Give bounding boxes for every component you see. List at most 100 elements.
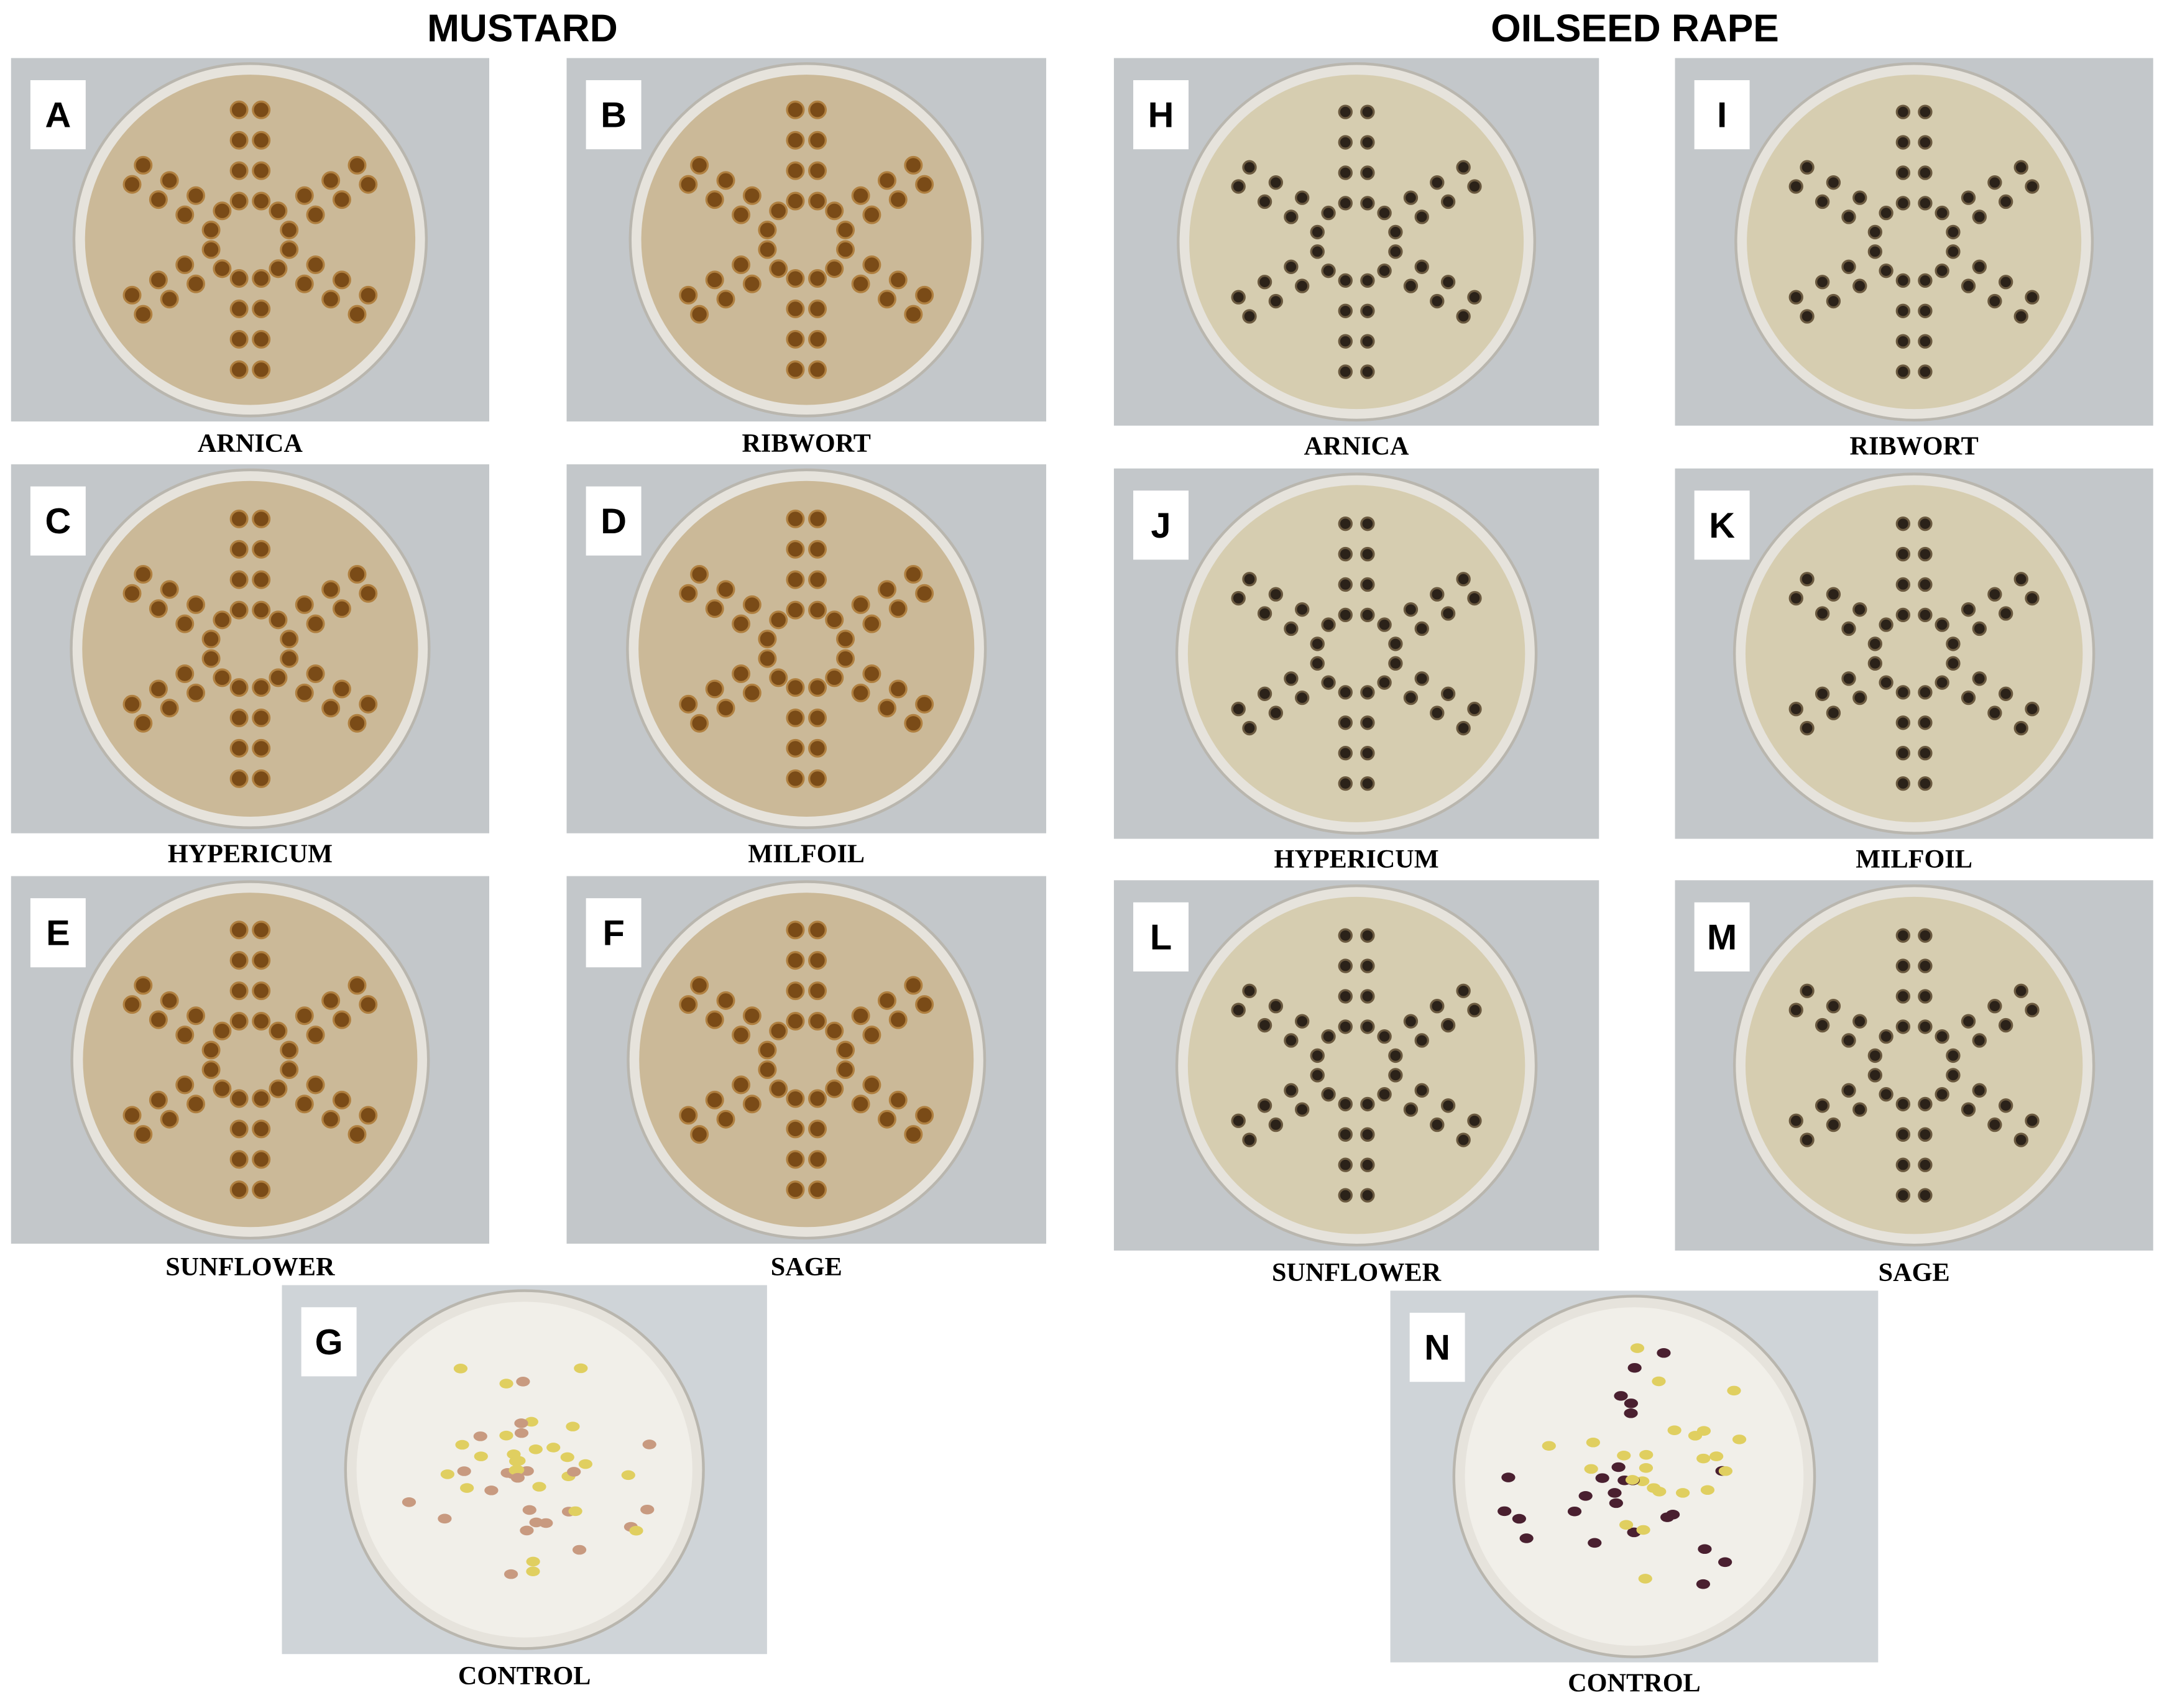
seed xyxy=(1295,1102,1310,1117)
seed xyxy=(252,769,271,788)
seed xyxy=(1918,685,1933,700)
seed xyxy=(732,1075,751,1095)
sprout xyxy=(1696,1579,1710,1589)
sprout xyxy=(1698,1544,1712,1554)
seed xyxy=(1841,209,1856,224)
panel: D xyxy=(566,464,1046,833)
panel-letter: K xyxy=(1709,506,1735,546)
seed xyxy=(252,269,271,288)
sprout xyxy=(504,1569,518,1579)
seed xyxy=(213,668,232,687)
seed xyxy=(705,679,724,699)
sprout xyxy=(499,1379,513,1389)
seed xyxy=(1918,1019,1933,1034)
seed xyxy=(1815,1098,1830,1113)
seed xyxy=(1895,273,1911,288)
seed xyxy=(2013,572,2028,587)
seed xyxy=(347,564,367,584)
seed xyxy=(808,360,827,379)
seed xyxy=(1360,1019,1375,1034)
seed xyxy=(888,190,908,209)
seed xyxy=(332,1090,351,1109)
sprout xyxy=(1624,1408,1638,1418)
seed xyxy=(252,161,271,180)
seed xyxy=(1456,1132,1471,1147)
seed xyxy=(1961,190,1976,205)
seed xyxy=(1815,194,1830,209)
seed xyxy=(1918,1157,1933,1172)
seed xyxy=(1284,671,1299,686)
seed xyxy=(252,1012,271,1031)
seed xyxy=(808,269,827,288)
sprout xyxy=(1595,1473,1609,1483)
seed xyxy=(321,171,341,190)
seed xyxy=(1360,958,1375,973)
seed xyxy=(359,1106,378,1125)
seed xyxy=(1338,303,1353,318)
seed xyxy=(1338,989,1353,1004)
seed xyxy=(758,649,777,668)
seed xyxy=(175,1075,195,1095)
seed xyxy=(1918,516,1933,531)
seed xyxy=(1295,602,1310,617)
seed xyxy=(2025,590,2040,606)
sprout xyxy=(1624,1398,1639,1408)
seed xyxy=(1918,577,1933,592)
dish xyxy=(1745,485,2083,822)
panel: H xyxy=(1113,58,1599,426)
seed xyxy=(1242,983,1257,998)
sprout xyxy=(529,1517,543,1528)
seed xyxy=(1895,928,1911,943)
seed xyxy=(186,1006,206,1026)
panel-caption: ARNICA xyxy=(198,429,303,458)
seed xyxy=(149,599,168,618)
seed xyxy=(808,981,827,1001)
sprout xyxy=(1586,1437,1600,1448)
sprout xyxy=(402,1497,416,1507)
seed xyxy=(252,539,271,559)
seed xyxy=(1284,1083,1299,1098)
seed xyxy=(1467,179,1482,194)
seed xyxy=(229,678,249,697)
seed xyxy=(836,649,855,668)
seed xyxy=(1841,1033,1856,1048)
seed xyxy=(1231,702,1246,717)
sprout xyxy=(1625,1475,1640,1485)
sprout xyxy=(484,1485,499,1495)
seed xyxy=(1257,686,1272,701)
seed xyxy=(1918,334,1933,349)
seed xyxy=(229,161,249,180)
seed xyxy=(1377,205,1392,221)
seed xyxy=(769,201,788,221)
seed xyxy=(705,190,724,209)
seed xyxy=(1895,1157,1911,1172)
seed xyxy=(1879,205,1893,221)
seed xyxy=(786,100,805,119)
seed xyxy=(252,131,271,150)
seed xyxy=(1338,135,1353,150)
seed xyxy=(786,1150,805,1169)
seed xyxy=(825,1079,844,1098)
seed xyxy=(332,190,351,209)
seed xyxy=(1895,1127,1911,1142)
seed xyxy=(1998,194,2013,209)
seed xyxy=(786,360,805,379)
seed xyxy=(1972,671,1987,686)
seed xyxy=(122,995,142,1014)
seed xyxy=(716,171,735,190)
letter-box xyxy=(1409,1313,1465,1382)
seed xyxy=(836,240,855,259)
seed xyxy=(1310,224,1325,240)
seed xyxy=(1284,621,1299,636)
seed xyxy=(252,1089,271,1108)
seed xyxy=(742,186,761,205)
sprout xyxy=(1512,1513,1526,1524)
seed xyxy=(1935,263,1949,278)
seed xyxy=(786,738,805,758)
seed xyxy=(904,155,923,175)
seed xyxy=(758,240,777,259)
seed xyxy=(1467,702,1482,717)
seed xyxy=(1852,1102,1867,1117)
seed xyxy=(252,1119,271,1139)
seed xyxy=(1895,165,1911,180)
